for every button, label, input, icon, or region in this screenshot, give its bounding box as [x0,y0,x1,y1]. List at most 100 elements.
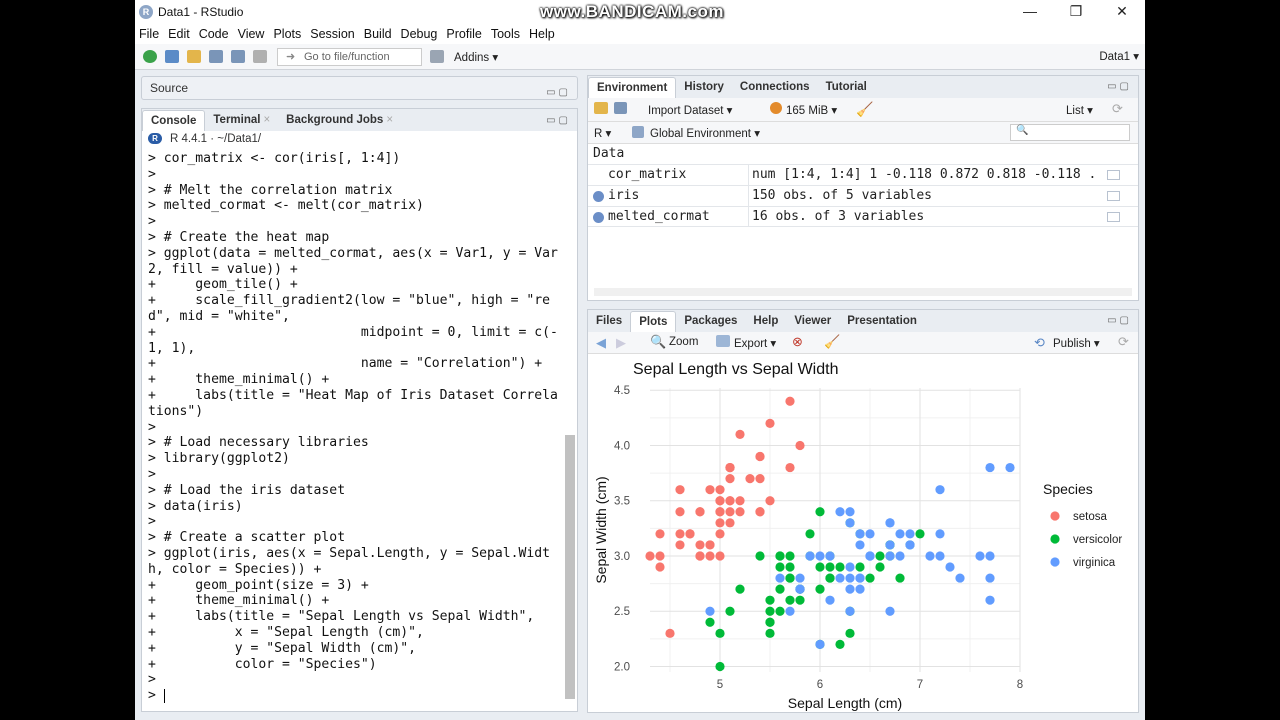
print-icon[interactable] [253,50,267,63]
data-point-setosa [675,485,685,495]
restore-button[interactable]: ❐ [1069,3,1083,19]
console-line: + color = "Species") [148,656,377,672]
publish-icon: ⟲ [1034,335,1045,350]
pane-minmax-icon[interactable]: ▭▢ [1107,315,1132,326]
data-point-versicolor [785,551,795,561]
menu-help[interactable]: Help [529,27,555,41]
tab-help[interactable]: Help [753,315,779,327]
environment-hscrollbar[interactable] [594,288,1132,296]
data-point-versicolor [765,606,775,616]
tab-files[interactable]: Files [596,315,623,327]
legend-label: virginica [1073,557,1116,569]
project-menu[interactable]: Data1 ▾ [1099,51,1139,63]
open-file-icon[interactable] [187,50,201,63]
refresh-icon[interactable]: ⟳ [1118,334,1129,349]
tab-presentation[interactable]: Presentation [847,315,917,327]
close-button[interactable]: ✕ [1116,3,1128,19]
env-row-melted-cormat[interactable]: melted_cormat 16 obs. of 3 variables [588,206,1138,227]
addins-menu[interactable]: Addins ▾ [454,51,499,64]
menu-profile[interactable]: Profile [446,27,482,41]
view-grid-icon[interactable] [1107,212,1120,222]
env-row-iris[interactable]: iris 150 obs. of 5 variables [588,185,1138,206]
tab-terminal[interactable]: Terminal × [213,114,271,126]
view-grid-icon[interactable] [1107,191,1120,201]
grid-layout-icon[interactable] [430,50,444,63]
data-point-versicolor [765,628,775,638]
remove-plot-icon[interactable]: ⊗ [792,334,803,349]
data-point-setosa [765,418,775,428]
broom-icon[interactable]: 🧹 [856,101,874,117]
tab-tutorial[interactable]: Tutorial [825,81,867,93]
save-workspace-icon[interactable] [614,102,627,114]
env-row-cor-matrix[interactable]: cor_matrix num [1:4, 1:4] 1 -0.118 0.872… [588,164,1138,185]
data-point-versicolor [775,606,785,616]
tab-connections[interactable]: Connections [739,81,810,93]
console-scrollbar[interactable] [565,435,575,699]
load-workspace-icon[interactable] [594,102,608,114]
view-grid-icon[interactable] [1107,170,1120,180]
menu-edit[interactable]: Edit [168,27,190,41]
data-point-virginica [845,584,855,594]
console-line: > data(iris) [148,498,243,514]
source-pane-header[interactable]: Source ▭▢ [141,76,578,100]
console-line: > [148,514,156,530]
scope-select[interactable]: Global Environment ▾ [650,128,760,140]
refresh-icon[interactable]: ⟳ [1112,101,1123,116]
console-line: > ggplot(data = melted_cormat, aes(x = V… [148,245,558,261]
tab-plots[interactable]: Plots [630,311,677,332]
menu-code[interactable]: Code [198,27,229,41]
data-point-versicolor [825,562,835,572]
go-to-file-input[interactable]: Go to file/function [277,47,422,66]
expand-icon[interactable] [593,212,604,223]
zoom-button[interactable]: Zoom [669,336,699,348]
data-point-virginica [1005,462,1015,473]
minimize-button[interactable]: — [1023,3,1037,19]
save-icon[interactable] [209,50,223,63]
tab-packages[interactable]: Packages [684,315,738,327]
close-icon: × [386,114,394,126]
back-arrow-icon[interactable]: ◀ [596,335,606,350]
menu-file[interactable]: File [139,27,160,41]
menu-plots[interactable]: Plots [273,27,302,41]
menu-build[interactable]: Build [363,27,392,41]
tab-environment[interactable]: Environment [588,77,677,98]
data-point-setosa [745,474,755,484]
data-point-versicolor [725,606,735,616]
menu-tools[interactable]: Tools [490,27,521,41]
menu-session[interactable]: Session [310,27,355,41]
close-icon: × [263,114,271,126]
pane-minmax-icon[interactable]: ▭▢ [546,115,571,126]
tab-viewer[interactable]: Viewer [794,315,832,327]
data-point-virginica [795,573,805,583]
menu-debug[interactable]: Debug [400,27,438,41]
language-select[interactable]: R ▾ [594,128,612,140]
expand-icon[interactable] [593,191,604,202]
import-dataset-button[interactable]: Import Dataset ▾ [648,105,733,117]
publish-button[interactable]: Publish ▾ [1053,338,1100,350]
zoom-icon[interactable]: 🔍 [650,334,667,349]
broom-icon[interactable]: 🧹 [824,334,841,349]
export-button[interactable]: Export ▾ [734,338,777,350]
tab-history[interactable]: History [684,81,724,93]
data-point-virginica [935,529,945,539]
pane-minmax-icon[interactable]: ▭▢ [546,87,571,98]
data-point-versicolor [715,661,725,672]
menu-view[interactable]: View [237,27,265,41]
save-all-icon[interactable] [231,50,245,63]
console-output[interactable]: > cor_matrix <- cor(iris[, 1:4]) > > # Mel… [148,151,563,711]
tab-background-jobs[interactable]: Background Jobs × [286,114,394,126]
new-file-icon[interactable] [143,50,157,63]
environment-search-input[interactable]: 🔍 [1010,124,1130,141]
y-tick-label: 4.5 [614,385,630,397]
pane-minmax-icon[interactable]: ▭▢ [1107,81,1132,92]
forward-arrow-icon[interactable]: ▶ [616,335,626,350]
data-point-virginica [885,606,895,616]
memory-usage-button[interactable]: 165 MiB ▾ [786,105,838,117]
new-project-icon[interactable] [165,50,179,63]
data-point-virginica [845,507,855,517]
data-point-setosa [665,628,675,638]
tab-console[interactable]: Console [142,110,206,131]
view-mode-button[interactable]: List ▾ [1066,105,1093,117]
data-point-setosa [695,551,705,561]
